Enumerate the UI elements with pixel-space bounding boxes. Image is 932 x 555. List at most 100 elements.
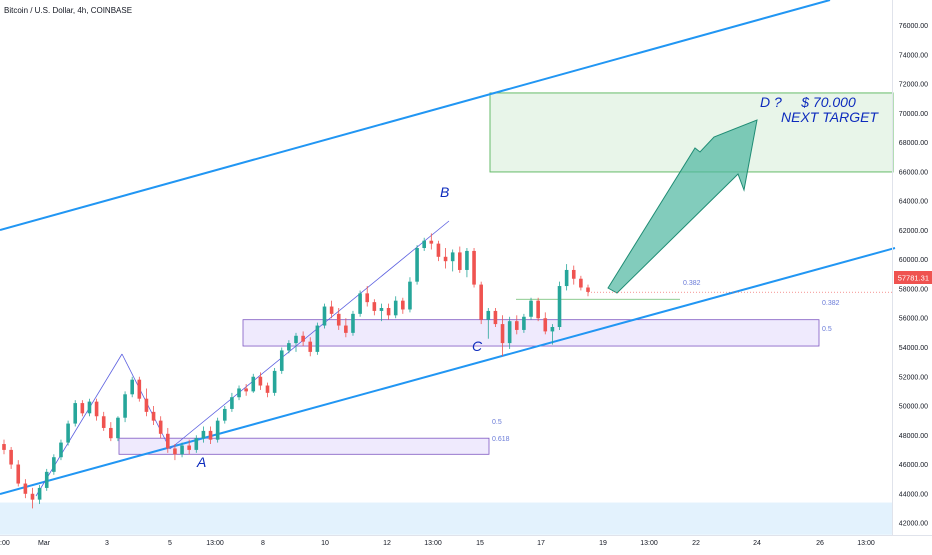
candle bbox=[16, 460, 21, 487]
drawing-lines-layer bbox=[0, 0, 896, 497]
candle-body bbox=[493, 310, 498, 325]
candle bbox=[329, 300, 334, 319]
candle-body bbox=[443, 256, 448, 262]
candle bbox=[87, 398, 92, 417]
candle bbox=[44, 468, 49, 491]
price-tick-label: 42000.00 bbox=[899, 521, 928, 528]
candle bbox=[514, 315, 519, 335]
target-arrow bbox=[607, 119, 758, 294]
candle-body bbox=[550, 327, 555, 332]
candle bbox=[173, 444, 177, 461]
candle-body bbox=[408, 281, 412, 310]
fib-label-0618-lower: 0.618 bbox=[492, 436, 510, 443]
time-tick-label: 22 bbox=[692, 540, 700, 547]
candle-body bbox=[137, 379, 142, 399]
candle-body bbox=[158, 420, 163, 434]
candle bbox=[486, 307, 491, 339]
candle bbox=[543, 312, 548, 335]
candle bbox=[308, 337, 313, 357]
price-tick-label: 52000.00 bbox=[899, 374, 928, 381]
candle-body bbox=[429, 240, 434, 244]
price-tick-label: 66000.00 bbox=[899, 169, 928, 176]
candle-body bbox=[393, 300, 398, 316]
candle-body bbox=[59, 442, 63, 458]
wave-label-a: A bbox=[196, 454, 206, 470]
time-tick-label: 13:00 bbox=[424, 540, 442, 547]
price-tick-label: 70000.00 bbox=[899, 111, 928, 118]
candle bbox=[222, 406, 227, 424]
candle-body bbox=[180, 445, 184, 455]
candle-body bbox=[415, 248, 419, 282]
price-axis[interactable]: 76000.00 74000.00 72000.00 70000.00 68000.00… bbox=[899, 23, 928, 527]
candle bbox=[187, 439, 191, 455]
chart-title: Bitcoin / U.S. Dollar, 4h, COINBASE bbox=[4, 6, 133, 15]
fib-label-05-lower: 0.5 bbox=[492, 419, 502, 426]
candle bbox=[101, 411, 106, 431]
candle-body bbox=[123, 394, 127, 418]
candle bbox=[422, 237, 426, 251]
candles-layer bbox=[2, 233, 590, 509]
zones-layer bbox=[0, 92, 894, 535]
wave-label-c: C bbox=[472, 338, 483, 354]
price-tick-label: 60000.00 bbox=[899, 257, 928, 264]
candle bbox=[201, 426, 206, 443]
time-tick-label: 26 bbox=[816, 540, 824, 547]
candle-body bbox=[87, 401, 92, 414]
current-price-badge: 57781.31 bbox=[894, 271, 932, 284]
candle bbox=[386, 303, 391, 320]
candle-body bbox=[514, 321, 519, 330]
candle bbox=[37, 485, 42, 505]
candle bbox=[272, 367, 277, 396]
candle-body bbox=[151, 411, 156, 421]
time-axis[interactable]: Mar 3 5 13:00 8 10 12 13:00 15 17 19 13:00 22 24 26 13:… bbox=[0, 540, 875, 547]
candle bbox=[393, 296, 398, 319]
candle bbox=[372, 299, 377, 316]
candle-body bbox=[279, 350, 284, 371]
wave-label-b: B bbox=[440, 184, 449, 200]
candle-body bbox=[358, 293, 362, 314]
overlay-layer bbox=[588, 119, 893, 294]
candle bbox=[358, 290, 362, 317]
time-tick-label: Mar bbox=[38, 540, 51, 547]
candle-body bbox=[44, 471, 49, 488]
candle-body bbox=[344, 325, 348, 333]
time-tick-label: 12 bbox=[383, 540, 391, 547]
candle bbox=[472, 248, 476, 288]
price-tick-label: 76000.00 bbox=[899, 23, 928, 30]
candle bbox=[194, 435, 199, 453]
candle-body bbox=[351, 313, 355, 333]
fib-label-0382-zone: 0.382 bbox=[822, 300, 840, 307]
candle-body bbox=[379, 307, 384, 311]
candle bbox=[579, 275, 583, 291]
price-tick-label: 56000.00 bbox=[899, 316, 928, 323]
price-tick-label: 54000.00 bbox=[899, 345, 928, 352]
candle-body bbox=[529, 300, 533, 317]
candle bbox=[493, 307, 498, 328]
candle-body bbox=[586, 287, 590, 292]
time-tick-label: 3 bbox=[105, 540, 109, 547]
candle-body bbox=[258, 376, 263, 386]
candle-body bbox=[144, 398, 149, 412]
candle-body bbox=[130, 379, 134, 395]
time-tick-label: 13:00 bbox=[640, 540, 658, 547]
price-tick-label: 50000.00 bbox=[899, 404, 928, 411]
candle bbox=[215, 417, 220, 443]
time-tick-label: 13:00 bbox=[857, 540, 875, 547]
candle bbox=[258, 372, 263, 390]
candle-body bbox=[465, 250, 469, 270]
fib-label-0382-short: 0.382 bbox=[683, 280, 701, 287]
candle-body bbox=[208, 430, 213, 440]
candle bbox=[586, 284, 590, 297]
candle bbox=[344, 318, 348, 338]
candle-body bbox=[265, 385, 270, 393]
candle bbox=[379, 303, 384, 322]
candle-body bbox=[251, 376, 256, 392]
candle-body bbox=[16, 464, 21, 484]
candle bbox=[158, 416, 163, 439]
channel-upper-line bbox=[0, 0, 831, 231]
candle bbox=[66, 420, 70, 446]
candle-body bbox=[479, 284, 483, 320]
candle bbox=[244, 384, 248, 396]
price-tick-label: 74000.00 bbox=[899, 52, 928, 59]
